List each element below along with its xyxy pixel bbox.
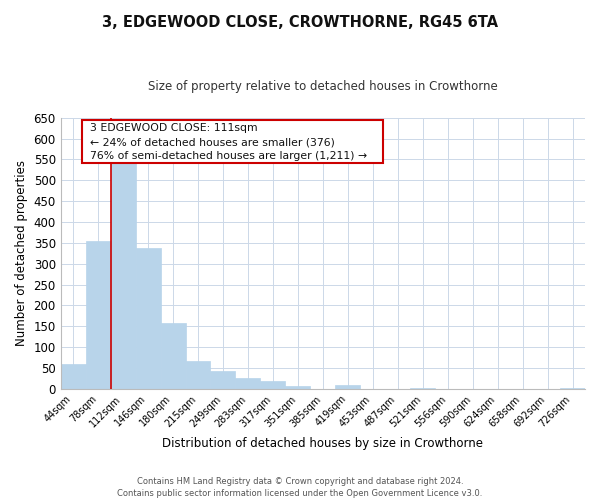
Bar [286, 386, 310, 389]
Bar [110, 163, 136, 389]
Y-axis label: Number of detached properties: Number of detached properties [15, 160, 28, 346]
Bar [211, 372, 235, 389]
Text: 3, EDGEWOOD CLOSE, CROWTHORNE, RG45 6TA: 3, EDGEWOOD CLOSE, CROWTHORNE, RG45 6TA [102, 15, 498, 30]
Bar [410, 388, 435, 389]
FancyBboxPatch shape [82, 120, 383, 162]
Bar [61, 364, 86, 389]
Bar [335, 384, 360, 389]
Bar [185, 360, 211, 389]
X-axis label: Distribution of detached houses by size in Crowthorne: Distribution of detached houses by size … [163, 437, 484, 450]
Text: Contains HM Land Registry data © Crown copyright and database right 2024.
Contai: Contains HM Land Registry data © Crown c… [118, 476, 482, 498]
Title: Size of property relative to detached houses in Crowthorne: Size of property relative to detached ho… [148, 80, 498, 93]
Bar [136, 248, 161, 389]
Bar [260, 380, 286, 389]
Bar [161, 324, 185, 389]
Bar [560, 388, 585, 389]
Bar [235, 378, 260, 389]
Bar [86, 241, 110, 389]
Text: 3 EDGEWOOD CLOSE: 111sqm
← 24% of detached houses are smaller (376)
76% of semi-: 3 EDGEWOOD CLOSE: 111sqm ← 24% of detach… [89, 123, 367, 161]
